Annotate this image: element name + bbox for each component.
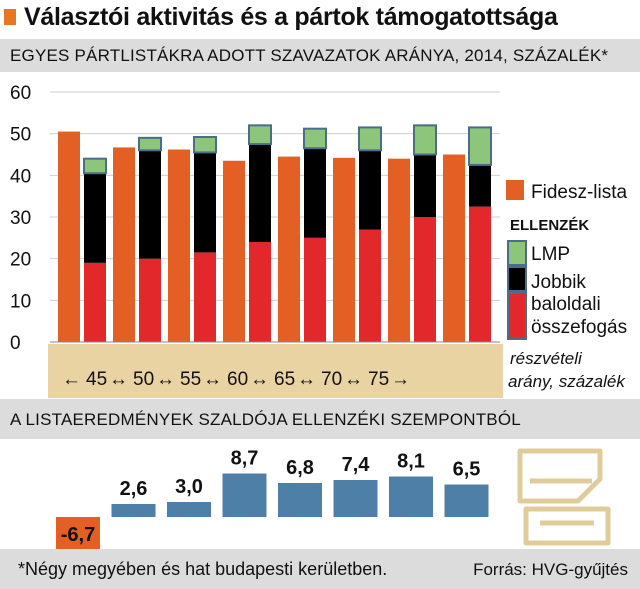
bar--sszefog-s (359, 229, 381, 342)
balance-value-label: 8,1 (397, 451, 425, 473)
bar--sszefog-s (304, 237, 326, 342)
section1-header: EGYES PÁRTLISTÁKRA ADOTT SZAVAZATOK ARÁN… (0, 39, 640, 72)
bar-jobbik (359, 150, 381, 230)
section1-title: EGYES PÁRTLISTÁKRA ADOTT SZAVAZATOK ARÁN… (10, 46, 609, 65)
balance-bar-chart: -6,7 2,6 3,0 8,7 6,8 7,4 8,1 6,5 (56, 448, 611, 549)
y-tick-label: 50 (10, 125, 31, 146)
footer: *Négy megyében és hat budapesti kerületb… (0, 549, 640, 589)
y-tick-label: 40 (10, 166, 31, 187)
y-tick-label: 30 (10, 208, 31, 229)
balance-bar (333, 480, 378, 517)
x-axis-label: részvételi (510, 349, 583, 368)
bar-fidesz (443, 154, 465, 342)
balance-value-label: 8,7 (231, 448, 259, 470)
turnout-tick-label: 50 (133, 369, 154, 390)
bar--sszefog-s (84, 262, 106, 342)
y-tick-label: 60 (10, 83, 31, 104)
bar-lmp (468, 126, 492, 166)
bar-lmp (83, 157, 107, 175)
turnout-tick-label: 45 (86, 369, 107, 390)
source-credit: Forrás: HVG-gyűjtés (473, 560, 628, 579)
bar--sszefog-s (249, 242, 271, 342)
footnote: *Négy megyében és hat budapesti kerületb… (18, 559, 388, 579)
bar--sszefog-s (414, 217, 436, 342)
turnout-tick-label: 60 (227, 369, 248, 390)
legend-fidesz-swatch (506, 180, 524, 200)
legend-lmp-swatch (507, 240, 527, 266)
bar--sszefog-s (469, 206, 491, 342)
balance-bar (111, 504, 156, 517)
bar-jobbik (304, 148, 326, 238)
bar-lmp (358, 126, 382, 152)
bar-fidesz (333, 157, 355, 342)
turnout-arrow: ↔ (250, 369, 269, 390)
bar-fidesz (58, 131, 80, 342)
turnout-tick-label: 75 (368, 369, 389, 390)
legend-balodali-label: baloldali (531, 294, 601, 315)
bar-lmp (193, 136, 217, 154)
balance-bar (278, 483, 322, 517)
bar-jobbik (194, 152, 216, 253)
x-axis-label: arány, százalék (508, 372, 626, 391)
legend-group-heading: ELLENZÉK (510, 217, 589, 234)
ballot-box-shape (523, 506, 611, 546)
turnout-arrow: → (391, 369, 410, 390)
title-marker (4, 9, 16, 25)
turnout-band (48, 344, 503, 398)
section2-header: A LISTAEREDMÉNYEK SZALDÓJA ELLENZÉKI SZE… (0, 399, 640, 439)
ballot-box-icon (517, 448, 611, 546)
ballot-paper-shape (517, 448, 603, 504)
balance-bar (222, 473, 267, 517)
bar-lmp (248, 124, 272, 146)
balance-bar (444, 484, 489, 517)
legend-balodali-swatch (507, 292, 527, 340)
bar-lmp (303, 127, 327, 150)
bar-fidesz (113, 147, 135, 342)
balance-value-label: 7,4 (342, 454, 371, 476)
balance-bar (56, 517, 100, 549)
turnout-tick-label: 65 (274, 369, 295, 390)
turnout-arrow: ↔ (156, 369, 175, 390)
title-row: Választói aktivitás és a pártok támogato… (0, 0, 640, 36)
turnout-arrow: ↔ (344, 369, 363, 390)
turnout-tick-label: 55 (180, 369, 201, 390)
legend-jobbik-label: Jobbik (531, 272, 586, 293)
turnout-arrow: ↔ (297, 369, 316, 390)
bar-jobbik (139, 150, 161, 259)
turnout-arrow: ← (62, 369, 81, 390)
legend-osszefogas-label: összefogás (531, 317, 627, 338)
page-title: Választói aktivitás és a pártok támogato… (24, 3, 558, 31)
bar-fidesz (278, 156, 300, 342)
turnout-arrow: ↔ (109, 369, 128, 390)
balance-value-label: 3,0 (175, 476, 203, 498)
bar--sszefog-s (194, 252, 216, 342)
y-tick-label: 10 (10, 291, 31, 312)
balance-value-label: 6,5 (453, 459, 481, 481)
y-tick-label: 0 (10, 333, 21, 354)
balance-value-label: 2,6 (120, 478, 148, 500)
bar-jobbik (249, 144, 271, 242)
bar--sszefog-s (139, 258, 161, 342)
bar-lmp (413, 124, 437, 156)
legend-fidesz-label: Fidesz-lista (531, 182, 628, 203)
bar-fidesz (388, 158, 410, 342)
balance-bar (167, 502, 211, 517)
legend-jobbik-swatch (507, 266, 527, 292)
bar-fidesz (223, 160, 245, 342)
y-tick-label: 20 (10, 250, 31, 271)
turnout-tick-label: 70 (321, 369, 342, 390)
bar-jobbik (414, 154, 436, 217)
balance-bar (389, 476, 433, 517)
bar-fidesz (168, 149, 190, 342)
legend-lmp-label: LMP (531, 244, 570, 265)
balance-value-label: -6,7 (61, 524, 95, 546)
section2-title: A LISTAEREDMÉNYEK SZALDÓJA ELLENZÉKI SZE… (10, 410, 521, 429)
bar-jobbik (469, 164, 491, 207)
turnout-arrow: ↔ (203, 369, 222, 390)
bar-lmp (138, 136, 162, 152)
balance-value-label: 6,8 (286, 457, 314, 479)
bar-jobbik (84, 173, 106, 263)
